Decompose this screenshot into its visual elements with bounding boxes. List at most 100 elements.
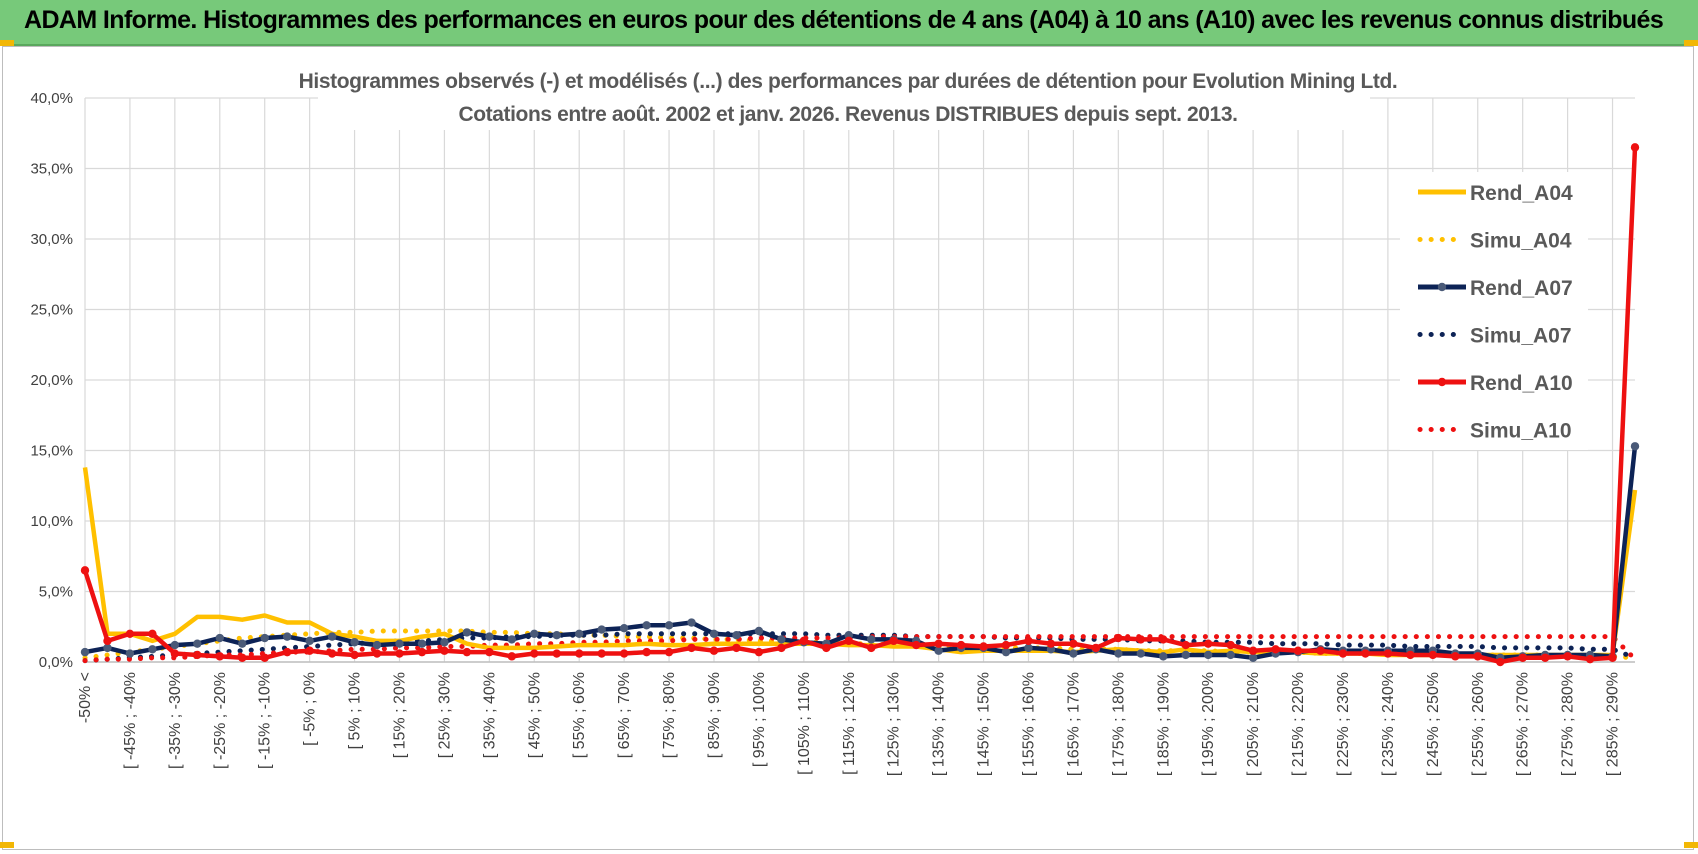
data-point bbox=[619, 623, 629, 633]
x-tick-label: [ 45% ; 50% bbox=[526, 672, 543, 758]
x-tick-label: [ 135% ; 140% bbox=[931, 672, 948, 776]
data-point bbox=[1046, 639, 1056, 648]
data-point bbox=[934, 639, 943, 648]
data-point bbox=[889, 636, 898, 646]
x-tick-label: [ 55% ; 60% bbox=[571, 672, 588, 758]
data-point bbox=[125, 629, 135, 638]
data-point bbox=[664, 647, 674, 657]
y-tick-label: 40,0% bbox=[30, 90, 73, 107]
data-point bbox=[305, 646, 314, 655]
data-point bbox=[530, 629, 539, 638]
data-point bbox=[530, 649, 539, 658]
corner-mark bbox=[1684, 40, 1698, 46]
data-point bbox=[709, 629, 719, 638]
data-point bbox=[103, 643, 112, 653]
data-point bbox=[1248, 653, 1258, 662]
data-point bbox=[1271, 645, 1280, 654]
data-point bbox=[1473, 652, 1482, 661]
y-tick-label: 5,0% bbox=[39, 584, 73, 601]
data-point bbox=[1316, 646, 1325, 655]
series-lines bbox=[80, 143, 1640, 667]
data-point bbox=[754, 647, 764, 657]
chart-title-background bbox=[318, 64, 1370, 130]
data-point bbox=[867, 635, 876, 644]
data-point bbox=[1159, 635, 1168, 644]
chart-title-line2: Cotations entre août. 2002 et janv. 2026… bbox=[458, 103, 1237, 126]
x-tick-label: [ 205% ; 210% bbox=[1245, 672, 1262, 776]
data-point bbox=[619, 649, 629, 658]
data-point bbox=[1203, 650, 1213, 660]
data-point bbox=[103, 636, 112, 646]
y-tick-label: 20,0% bbox=[30, 372, 73, 389]
data-point bbox=[372, 649, 382, 658]
series-line bbox=[84, 446, 1638, 661]
data-point bbox=[260, 653, 269, 662]
series-rend-a04 bbox=[82, 467, 1638, 658]
x-tick-label: [ 95% ; 100% bbox=[751, 672, 768, 767]
chart-title: Histogrammes observés (-) et modélisés (… bbox=[299, 64, 1398, 130]
data-point bbox=[552, 631, 561, 640]
data-point bbox=[1383, 649, 1393, 658]
data-point bbox=[1428, 650, 1438, 660]
data-point bbox=[440, 646, 449, 655]
x-tick-label: [ -35% ; -30% bbox=[167, 672, 184, 769]
data-point bbox=[170, 640, 180, 650]
data-point bbox=[1069, 639, 1078, 648]
data-point bbox=[507, 652, 517, 661]
x-tick-label: [ -5% ; 0% bbox=[302, 672, 319, 746]
legend-label: Simu_A10 bbox=[1470, 420, 1572, 443]
data-point bbox=[1136, 649, 1145, 658]
data-point bbox=[687, 643, 696, 653]
data-point bbox=[417, 647, 427, 657]
data-point bbox=[80, 566, 90, 575]
data-point bbox=[395, 649, 404, 658]
legend-marker bbox=[1437, 282, 1447, 292]
legend-item: Rend_A04 bbox=[1418, 182, 1573, 205]
data-point bbox=[732, 643, 741, 653]
x-tick-label: [ 185% ; 190% bbox=[1155, 672, 1172, 776]
data-point bbox=[238, 653, 247, 662]
data-point bbox=[462, 628, 472, 637]
data-point bbox=[1630, 442, 1640, 451]
x-tick-label: [ 215% ; 220% bbox=[1290, 672, 1307, 776]
x-tick-label: [ 65% ; 70% bbox=[616, 672, 633, 758]
report-title: ADAM Informe. Histogrammes des performan… bbox=[24, 6, 1664, 34]
data-point bbox=[1406, 650, 1415, 660]
y-tick-label: 35,0% bbox=[30, 161, 73, 178]
data-point bbox=[238, 639, 247, 648]
data-point bbox=[1203, 639, 1213, 648]
data-point bbox=[1024, 643, 1033, 653]
legend-label: Rend_A10 bbox=[1470, 372, 1573, 395]
data-point bbox=[844, 636, 853, 646]
y-tick-label: 25,0% bbox=[30, 302, 73, 319]
chart-title-line1: Histogrammes observés (-) et modélisés (… bbox=[299, 70, 1398, 93]
x-tick-label: [ 265% ; 270% bbox=[1515, 672, 1532, 776]
data-point bbox=[822, 643, 831, 653]
data-point bbox=[1563, 652, 1572, 661]
series-rend-a07 bbox=[80, 442, 1640, 662]
data-point bbox=[1114, 633, 1123, 643]
data-point bbox=[1630, 143, 1640, 152]
data-point bbox=[777, 643, 786, 653]
x-tick-label: [ 245% ; 250% bbox=[1425, 672, 1442, 776]
data-point bbox=[1338, 649, 1348, 658]
data-point bbox=[1540, 653, 1550, 662]
series-line bbox=[82, 147, 1638, 665]
x-tick-label: [ 175% ; 180% bbox=[1110, 672, 1127, 776]
data-point bbox=[1518, 653, 1527, 662]
data-point bbox=[305, 636, 314, 646]
data-point bbox=[575, 629, 584, 638]
data-point bbox=[350, 650, 359, 660]
data-point bbox=[462, 647, 472, 657]
data-point bbox=[215, 652, 224, 661]
data-point bbox=[170, 649, 180, 658]
data-point bbox=[575, 649, 584, 658]
x-tick-label: [ 255% ; 260% bbox=[1470, 672, 1487, 776]
x-tick-label: [ 125% ; 130% bbox=[886, 672, 903, 776]
y-tick-label: 10,0% bbox=[30, 513, 73, 530]
x-tick-label: [ 5% ; 10% bbox=[347, 672, 364, 749]
x-tick-label: [ 155% ; 160% bbox=[1020, 672, 1037, 776]
data-point bbox=[597, 649, 606, 658]
legend-marker bbox=[1437, 377, 1447, 387]
